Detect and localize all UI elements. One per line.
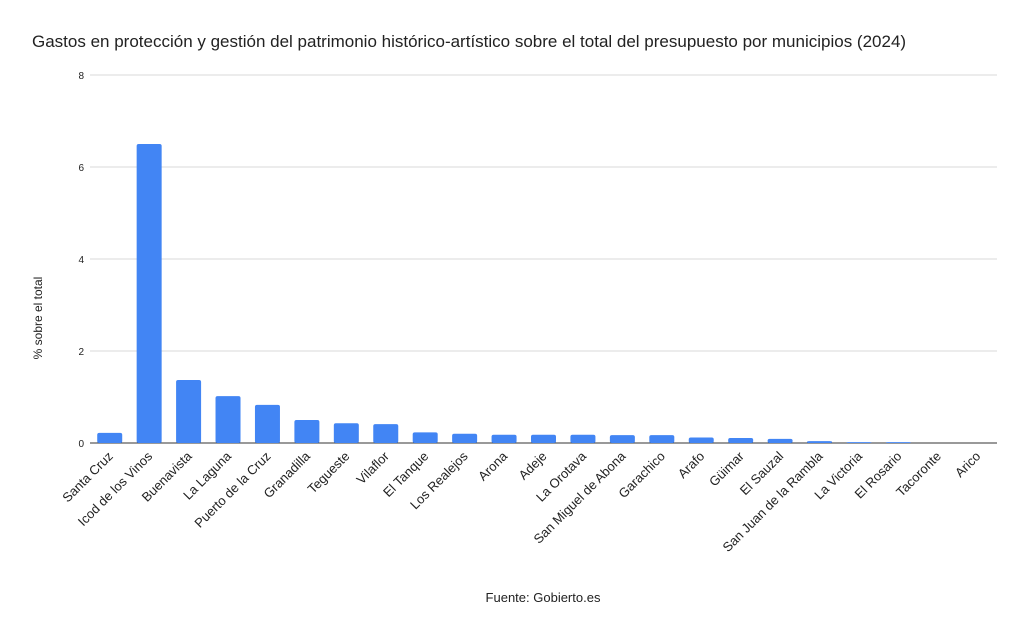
y-tick-label: 4 xyxy=(78,255,84,266)
y-tick-label: 2 xyxy=(78,347,84,358)
bar xyxy=(570,434,596,443)
x-axis-label: Fuente: Gobierto.es xyxy=(486,590,601,605)
bar xyxy=(649,435,675,443)
bar xyxy=(728,437,754,443)
bar xyxy=(846,442,872,443)
bar xyxy=(885,442,911,443)
x-tick-label: Arafo xyxy=(675,449,708,482)
bar xyxy=(136,144,162,443)
y-tick-label: 6 xyxy=(78,163,84,174)
x-tick-label: Adeje xyxy=(516,449,550,483)
x-tick-label: Vilaflor xyxy=(353,448,392,487)
bar xyxy=(491,434,517,443)
y-tick-label: 0 xyxy=(78,439,84,450)
x-tick-label: Tegueste xyxy=(305,449,353,497)
bar xyxy=(688,437,714,443)
bar xyxy=(254,404,280,443)
bar xyxy=(609,435,635,443)
bar xyxy=(215,396,241,443)
bar xyxy=(97,432,123,443)
x-tick-label: Arico xyxy=(952,449,984,481)
x-tick-label: Arona xyxy=(475,448,511,484)
chart-title: Gastos en protección y gestión del patri… xyxy=(32,32,906,51)
bar xyxy=(176,379,202,443)
y-tick-label: 8 xyxy=(78,71,84,82)
bar xyxy=(531,434,556,443)
y-axis-label: % sobre el total xyxy=(31,277,45,360)
bar xyxy=(412,432,438,443)
bar xyxy=(333,423,359,443)
bar xyxy=(452,433,478,443)
bar xyxy=(767,438,793,443)
bar xyxy=(807,441,833,443)
bar xyxy=(373,424,399,443)
bar xyxy=(294,420,320,443)
